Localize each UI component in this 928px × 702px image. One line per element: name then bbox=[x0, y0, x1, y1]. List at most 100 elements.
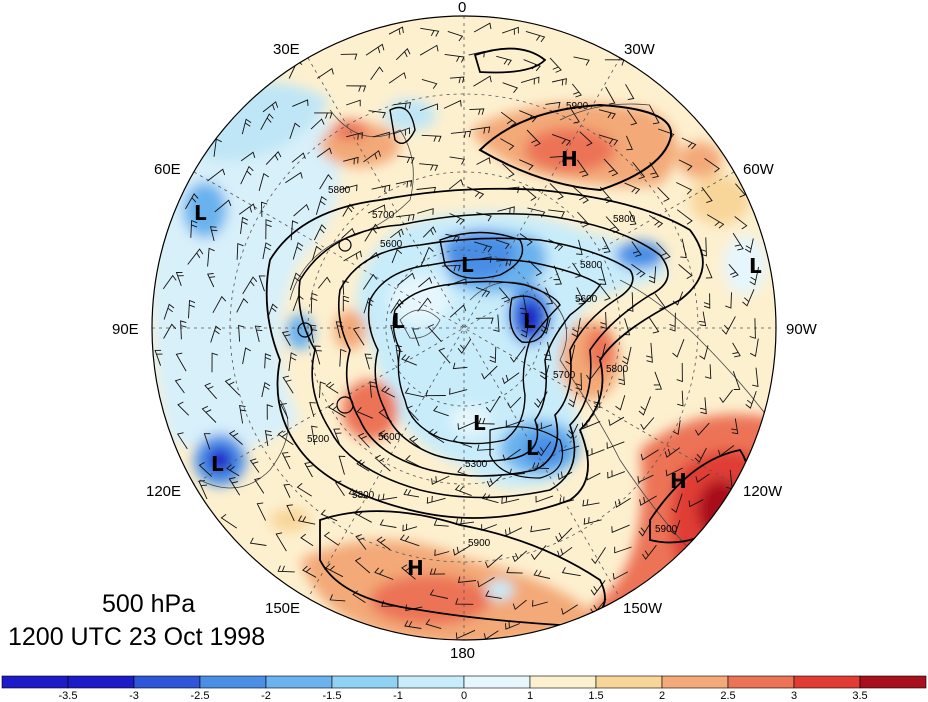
wind-barb bbox=[249, 458, 260, 473]
wind-barb bbox=[370, 66, 384, 81]
wind-barb bbox=[291, 152, 306, 163]
wind-barb bbox=[154, 349, 163, 366]
colorbar-tick-label: -1.5 bbox=[323, 690, 342, 702]
wind-barb bbox=[573, 186, 589, 204]
low-center: L bbox=[523, 309, 536, 333]
wind-barb bbox=[226, 464, 240, 477]
wind-barb bbox=[493, 314, 500, 332]
wind-barb bbox=[505, 621, 520, 630]
wind-barb bbox=[404, 620, 422, 629]
wind-barb bbox=[749, 318, 756, 339]
wind-barb bbox=[672, 420, 681, 435]
wind-barb bbox=[607, 470, 625, 479]
wind-barb bbox=[624, 182, 641, 195]
wind-barb bbox=[240, 216, 249, 234]
wind-barb bbox=[405, 604, 423, 612]
wind-barb bbox=[443, 99, 462, 109]
wind-barb bbox=[614, 497, 631, 508]
high-center: H bbox=[670, 469, 687, 493]
wind-barb bbox=[317, 67, 334, 79]
wind-barb bbox=[236, 242, 244, 260]
wind-barb bbox=[434, 549, 450, 556]
wind-barb bbox=[371, 184, 391, 193]
colorbar-tick-label: -3.5 bbox=[59, 690, 78, 702]
colorbar-segment bbox=[595, 675, 663, 689]
wind-barb bbox=[457, 421, 476, 430]
wind-barb bbox=[575, 372, 582, 391]
wind-barb bbox=[638, 521, 652, 537]
wind-barb bbox=[314, 112, 333, 119]
wind-barb bbox=[631, 264, 646, 278]
wind-barb bbox=[728, 264, 739, 278]
wind-barb bbox=[310, 292, 318, 314]
wind-barb bbox=[417, 297, 432, 312]
wind-barb bbox=[254, 477, 265, 494]
wind-barb bbox=[626, 109, 638, 126]
wind-barb bbox=[452, 545, 471, 556]
wind-barb bbox=[742, 289, 755, 307]
wind-barb bbox=[236, 298, 249, 313]
wind-barb bbox=[646, 342, 653, 363]
low-center: L bbox=[392, 309, 405, 333]
wind-barb bbox=[694, 447, 707, 463]
wind-barb bbox=[612, 571, 629, 580]
wind-barb bbox=[224, 378, 240, 396]
wind-barb bbox=[228, 430, 243, 445]
wind-barb bbox=[705, 263, 713, 279]
wind-barb bbox=[240, 151, 256, 162]
wind-barb bbox=[275, 532, 287, 552]
wind-barb bbox=[356, 406, 373, 419]
wind-barb bbox=[396, 213, 415, 222]
wind-barb bbox=[254, 325, 263, 343]
wind-barb bbox=[376, 536, 391, 551]
wind-barb bbox=[393, 102, 412, 110]
wind-barb bbox=[356, 459, 370, 472]
wind-barb bbox=[549, 155, 565, 163]
wind-barb bbox=[238, 203, 256, 215]
colorbar-segment bbox=[727, 675, 795, 689]
wind-barb bbox=[448, 178, 464, 190]
wind-barb bbox=[209, 226, 218, 242]
wind-barb bbox=[571, 83, 582, 98]
wind-barb bbox=[431, 475, 450, 485]
wind-barb bbox=[672, 339, 685, 358]
wind-barb bbox=[474, 241, 493, 253]
wind-barb bbox=[397, 272, 416, 286]
contour-label: 5900 bbox=[566, 101, 589, 112]
wind-barb bbox=[495, 239, 510, 250]
contour-label: 5700 bbox=[372, 210, 395, 221]
wind-barb bbox=[475, 286, 491, 298]
wind-barb bbox=[352, 590, 366, 603]
wind-barb bbox=[297, 515, 316, 525]
wind-barb bbox=[568, 391, 578, 408]
wind-barb bbox=[457, 576, 477, 584]
colorbar-tick-label: 1.5 bbox=[588, 690, 603, 702]
wind-barb bbox=[405, 454, 424, 469]
wind-barb bbox=[419, 103, 439, 112]
colorbar-tick-label: 3.5 bbox=[852, 690, 867, 702]
wind-barb bbox=[228, 477, 241, 496]
wind-barb bbox=[526, 129, 541, 147]
wind-barb bbox=[402, 523, 418, 532]
wind-barb bbox=[444, 53, 465, 63]
wind-barb bbox=[421, 134, 442, 143]
colorbar-tick-label: -3 bbox=[129, 690, 139, 702]
high-center: H bbox=[407, 556, 424, 580]
wind-barb bbox=[653, 371, 663, 390]
wind-barb bbox=[670, 519, 681, 535]
lon-label-150w: 150W bbox=[623, 600, 663, 617]
wind-barb bbox=[703, 293, 711, 309]
pressure-centers: H H H L L L L L L L L L bbox=[194, 147, 762, 580]
wind-barb bbox=[656, 242, 671, 260]
wind-barb bbox=[177, 401, 190, 416]
wind-barb bbox=[214, 199, 232, 213]
wind-barb bbox=[265, 219, 272, 240]
wind-barb bbox=[611, 524, 630, 533]
lon-label-180: 180 bbox=[450, 645, 475, 662]
wind-barb bbox=[678, 159, 693, 171]
wind-barb bbox=[286, 504, 295, 522]
wind-barb bbox=[701, 187, 713, 204]
wind-barb bbox=[664, 447, 681, 458]
wind-barb bbox=[293, 203, 310, 217]
wind-barb bbox=[598, 134, 619, 146]
